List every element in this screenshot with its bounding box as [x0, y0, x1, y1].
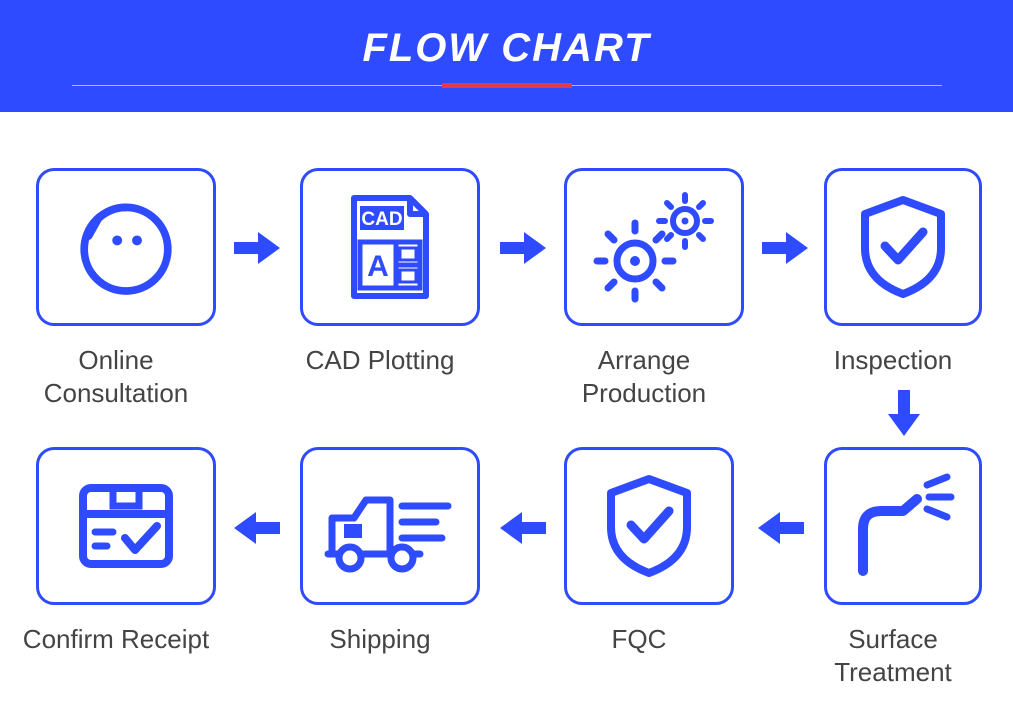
gears-icon — [589, 187, 719, 307]
step-inspection: Inspection — [824, 168, 982, 377]
step-online-consultation: OnlineConsultation — [36, 168, 216, 409]
shield-check-icon — [853, 192, 953, 302]
arrow-6 — [232, 508, 282, 548]
flowchart-canvas: OnlineConsultation CAD A CAD Plotting — [0, 112, 1013, 707]
header-underline — [72, 85, 942, 87]
card-arrange-production — [564, 168, 744, 326]
label-confirm-receipt: Confirm Receipt — [6, 623, 226, 656]
arrow-3 — [884, 388, 924, 438]
step-fqc: FQC — [564, 447, 734, 656]
arrow-4 — [756, 508, 806, 548]
svg-text:CAD: CAD — [361, 209, 402, 230]
arrow-0 — [232, 228, 282, 268]
spray-icon — [843, 471, 963, 581]
header: FLOW CHART — [0, 0, 1013, 112]
label-online-consultation: OnlineConsultation — [6, 344, 226, 409]
arrow-2 — [760, 228, 810, 268]
card-cad-plotting: CAD A — [300, 168, 480, 326]
label-shipping: Shipping — [270, 623, 490, 656]
truck-icon — [320, 476, 460, 576]
box-check-icon — [71, 476, 181, 576]
label-arrange-production: ArrangeProduction — [534, 344, 754, 409]
arrow-1 — [498, 228, 548, 268]
card-online-consultation — [36, 168, 216, 326]
step-arrange-production: ArrangeProduction — [564, 168, 744, 409]
label-surface-treatment: SurfaceTreatment — [794, 623, 992, 688]
svg-text:A: A — [367, 250, 389, 283]
header-title: FLOW CHART — [362, 26, 650, 71]
label-cad-plotting: CAD Plotting — [270, 344, 490, 377]
step-surface-treatment: SurfaceTreatment — [824, 447, 982, 688]
card-confirm-receipt — [36, 447, 216, 605]
chat-bubble-icon — [71, 192, 181, 302]
label-fqc: FQC — [534, 623, 744, 656]
step-cad-plotting: CAD A CAD Plotting — [300, 168, 480, 377]
cad-file-icon: CAD A — [340, 192, 440, 302]
label-inspection: Inspection — [794, 344, 992, 377]
step-shipping: Shipping — [300, 447, 480, 656]
card-surface-treatment — [824, 447, 982, 605]
shield-check-icon — [599, 471, 699, 581]
arrow-5 — [498, 508, 548, 548]
card-shipping — [300, 447, 480, 605]
step-confirm-receipt: Confirm Receipt — [36, 447, 216, 656]
card-fqc — [564, 447, 734, 605]
card-inspection — [824, 168, 982, 326]
